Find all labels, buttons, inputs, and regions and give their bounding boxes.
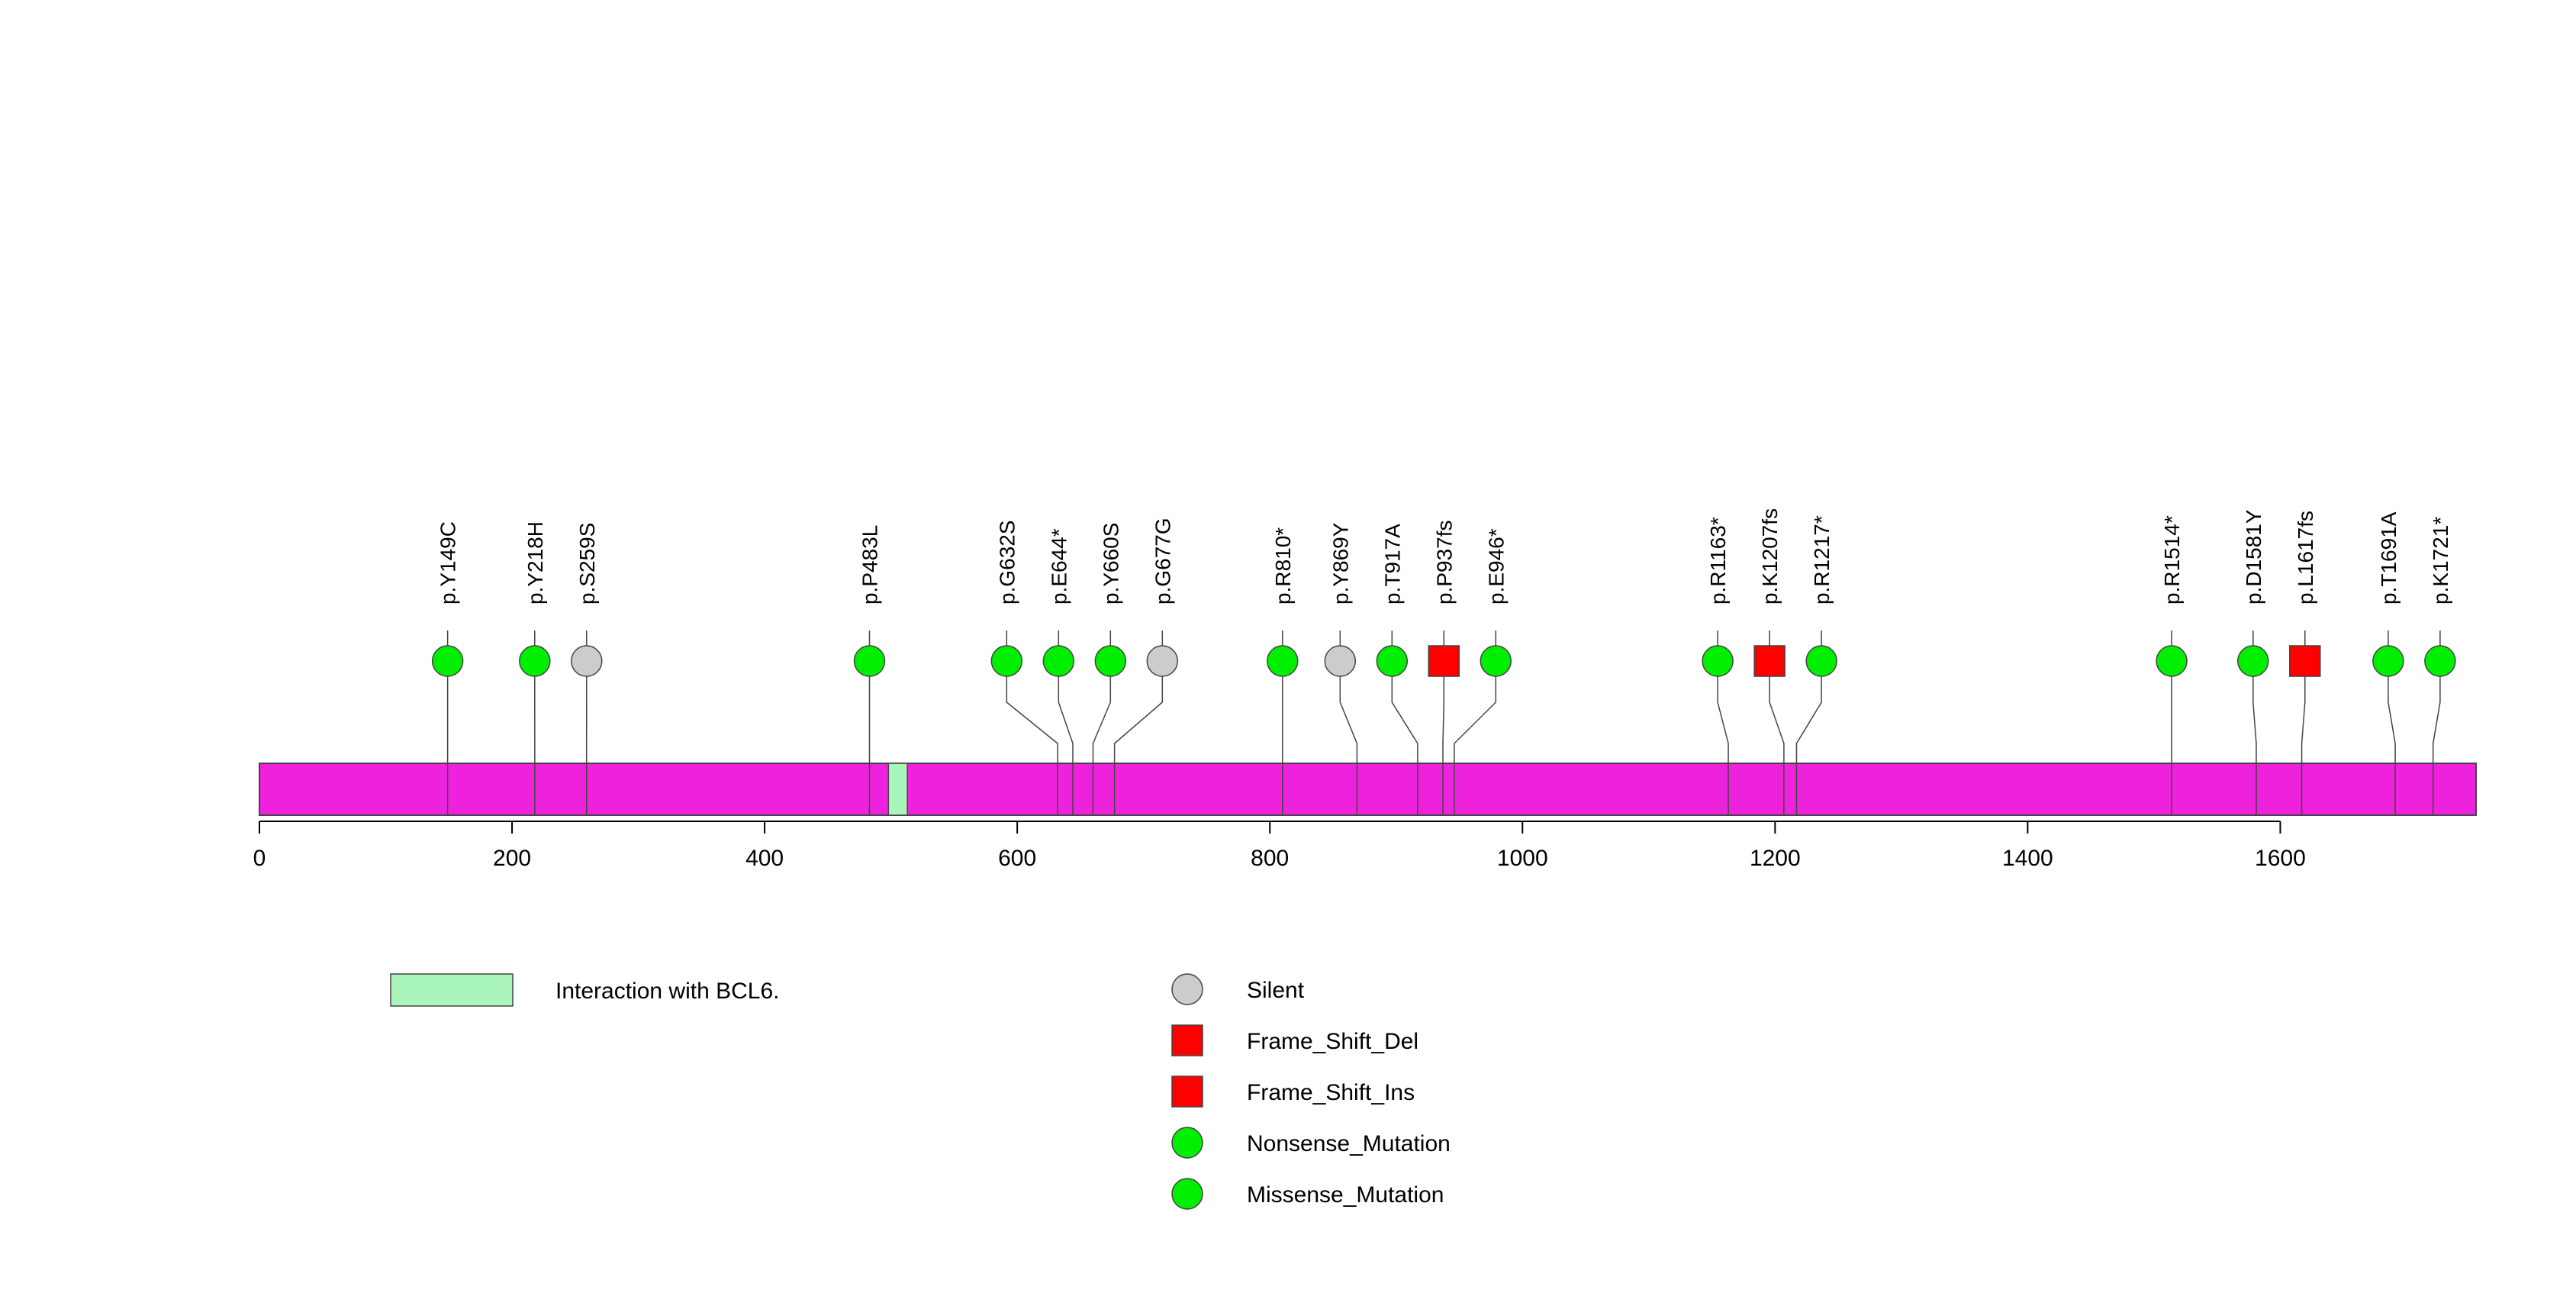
mutation-stem: [1769, 661, 1785, 763]
legend-square-icon: [1171, 1076, 1203, 1108]
missense-marker: [431, 645, 464, 677]
mutation-stem: [1454, 661, 1497, 763]
mutation-label: p.Y149C: [436, 521, 460, 605]
nonsense-marker: [1702, 645, 1734, 677]
protein-bar: [259, 763, 2477, 816]
x-axis-tick-label: 600: [998, 846, 1036, 871]
x-axis-tick-label: 200: [493, 846, 531, 871]
missense-marker: [2372, 645, 2404, 677]
mutation-label: p.Y660S: [1099, 523, 1122, 605]
mutation-label: p.T917A: [1380, 524, 1404, 605]
mutation-label: p.K1207fs: [1758, 508, 1782, 605]
nonsense-marker: [1480, 645, 1512, 677]
nonsense-marker: [2156, 645, 2188, 677]
mutation-legend-label: Silent: [1247, 978, 1305, 1003]
missense-marker: [1376, 645, 1409, 677]
legend-circle-icon: [1171, 1127, 1203, 1159]
x-axis: 0 200 400 600 800 1000 1200 1400 1600: [253, 821, 2306, 871]
missense-marker: [990, 645, 1023, 677]
mutation-stem: [2301, 661, 2306, 763]
x-axis-tick-label: 0: [253, 846, 266, 871]
domain-legend-label: Interaction with BCL6.: [555, 979, 779, 1004]
mutation-stem: [1717, 661, 1729, 763]
mutation-stem: [1442, 661, 1445, 763]
mutation-stem: [1795, 661, 1822, 763]
missense-marker: [1094, 645, 1127, 677]
x-axis-tick-label: 1000: [1497, 846, 1548, 871]
frameshift-marker: [1753, 645, 1785, 677]
mutation-stem: [1113, 661, 1164, 763]
x-axis-tick-label: 400: [745, 846, 784, 871]
domain-legend: Interaction with BCL6.: [390, 973, 779, 1007]
mutation-label: p.T1691A: [2377, 511, 2401, 605]
mutation-legend-label: Nonsense_Mutation: [1247, 1131, 1451, 1156]
mutation-stem: [1092, 661, 1112, 763]
mutation-label: p.P937fs: [1432, 520, 1456, 605]
mutation-label: p.G677G: [1151, 518, 1174, 605]
mutation-stem: [2388, 661, 2396, 763]
legend-square-icon: [1171, 1024, 1203, 1056]
mutation-label: p.E946*: [1484, 528, 1508, 605]
mutation-legend-label: Frame_Shift_Ins: [1247, 1080, 1415, 1105]
silent-marker: [1146, 645, 1179, 677]
mutation-label: p.S259S: [575, 523, 599, 605]
nonsense-marker: [1805, 645, 1837, 677]
mutation-markers: [431, 645, 2456, 677]
legend-circle-icon: [1171, 973, 1203, 1005]
mutation-stem: [1339, 661, 1358, 763]
mutation-label: p.P483L: [858, 525, 881, 605]
mutation-stem: [1391, 661, 1418, 763]
x-axis-tick-label: 1600: [2255, 846, 2306, 871]
domain-regions: [887, 763, 908, 816]
frameshift-marker: [2289, 645, 2321, 677]
mutation-legend-label: Frame_Shift_Del: [1247, 1029, 1418, 1054]
mutation-type-legend: Silent Frame_Shift_Del Frame_Shift_Ins Nons…: [1171, 973, 1451, 1210]
mutation-label: p.K1721*: [2429, 517, 2452, 605]
silent-marker: [571, 645, 603, 677]
nonsense-marker: [2424, 645, 2456, 677]
mutation-label: p.Y869Y: [1328, 522, 1352, 605]
nonsense-marker: [1267, 645, 1299, 677]
mutation-label: p.R810*: [1271, 527, 1295, 605]
mutation-label: p.R1514*: [2160, 515, 2184, 605]
mutation-stem: [1006, 661, 1058, 763]
x-axis-tick-label: 800: [1251, 846, 1289, 871]
missense-marker: [2237, 645, 2269, 677]
missense-marker: [519, 645, 551, 677]
mutation-stem: [2252, 661, 2257, 763]
mutation-labels: p.Y149C p.Y218H p.S259S p.P483L p.G632S p.E64…: [436, 508, 2452, 605]
x-axis-tick-label: 1400: [2002, 846, 2053, 871]
mutation-label: p.E644*: [1047, 528, 1071, 605]
mutation-label: p.D1581Y: [2242, 509, 2265, 605]
protein-bar-position-ticks: [446, 763, 2434, 815]
mutation-stem: [2432, 661, 2441, 763]
mutation-label: p.R1217*: [1810, 515, 1834, 605]
nonsense-marker: [1042, 645, 1075, 677]
mutation-stem: [1058, 661, 1074, 763]
legend-circle-icon: [1171, 1178, 1203, 1210]
silent-marker: [1324, 645, 1357, 677]
mutation-legend-label: Missense_Mutation: [1247, 1182, 1444, 1208]
frameshift-marker: [1428, 645, 1460, 677]
mutation-label: p.R1163*: [1706, 517, 1730, 605]
domain-legend-swatch: [390, 973, 514, 1007]
x-axis-tick-label: 1200: [1750, 846, 1801, 871]
domain-bcl6-interaction: [887, 763, 908, 816]
missense-marker: [853, 645, 886, 677]
mutation-label: p.Y218H: [523, 521, 547, 605]
mutation-label: p.G632S: [995, 520, 1019, 605]
mutation-label: p.L1617fs: [2294, 511, 2317, 605]
